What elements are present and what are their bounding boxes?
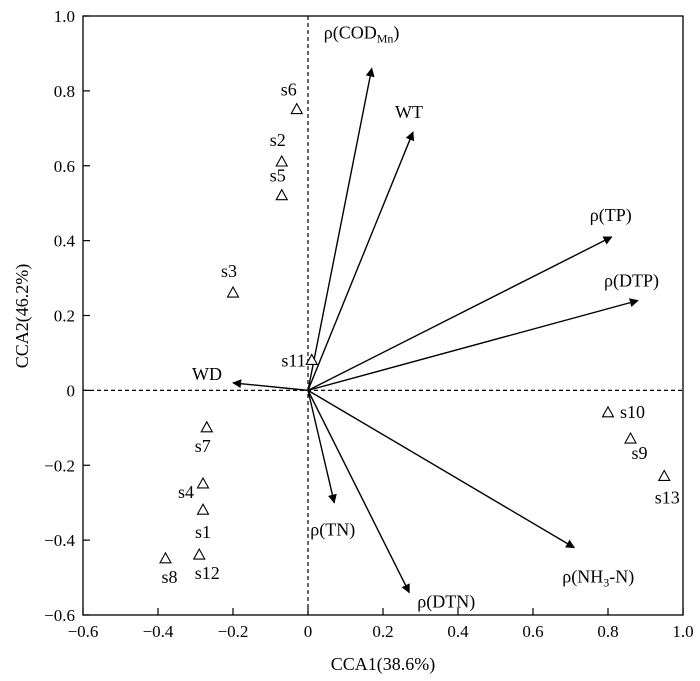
site-label-s6: s6 [281,80,297,100]
y-tick-label-1: −0.4 [44,531,75,550]
site-label-s2: s2 [270,130,286,150]
site-marker-s8 [159,551,172,564]
y-axis-title: CCA2(46.2%) [12,264,33,369]
site-marker-s12 [192,547,206,560]
y-tick-label-3: 0 [67,381,76,400]
vector-arrow-1 [307,131,415,391]
x-tick-label-8: 1.0 [672,622,693,641]
vector-label-main: WT [395,102,423,122]
x-tick-label-6: 0.6 [522,622,543,641]
vector-label-main: ρ(DTN) [417,592,475,613]
vector-label-main: ρ(DTP) [604,271,659,292]
site-label-s9: s9 [631,443,647,463]
site-label-s1: s1 [195,522,211,542]
axis-ticks: −0.6 −0.4 −0.2 0 0.2 0.4 0.6 0.8 1.0 −0.6 −0.4 −0.2… [44,7,693,641]
vector-arrow-2 [307,236,613,391]
x-tick-label-3: 0 [304,622,313,641]
vector-label-sub: 3 [603,576,609,590]
vector-arrow-3 [307,298,639,392]
y-tick-label-2: −0.2 [44,456,75,475]
x-tick-label-7: 0.8 [597,622,618,641]
vector-arrow-5 [307,390,337,504]
x-tick-label-2: −0.2 [218,622,249,641]
y-tick-label-7: 0.8 [54,82,75,101]
vector-label-main: WD [192,364,222,384]
site-label-s8: s8 [161,567,177,587]
y-tick-label-6: 0.6 [54,157,75,176]
site-label-s11: s11 [281,350,305,370]
vector-label-suffix: -N) [609,567,634,588]
plot-frame [82,15,684,616]
site-label-s3: s3 [221,261,237,281]
vector-arrow-6 [307,390,410,594]
vector-label-3: ρ(DTP) [604,271,659,292]
vector-label-main: ρ(NH [562,567,603,588]
vector-label-7: ρ(NH3-N) [562,567,634,590]
y-tick-label-8: 1.0 [54,7,75,26]
vector-label-4: WD [192,364,222,384]
site-label-s4: s4 [178,482,194,502]
site-label-s12: s12 [195,563,220,583]
vector-label-suffix: ) [393,22,399,43]
site-marker-s10 [601,405,615,418]
site-marker-s13 [657,469,671,482]
site-label-s10: s10 [620,402,645,422]
vector-arrow-4 [232,379,309,392]
site-marker-s2 [275,154,289,167]
reference-lines [83,16,683,615]
x-tick-label-0: −0.6 [68,622,99,641]
x-axis-title: CCA1(38.6%) [331,654,436,675]
site-points: s1 s2 s3 s4 s5 s6 s7 s8 s9 s10 s11 s12 s13 [159,80,680,587]
x-tick-label-1: −0.4 [143,622,174,641]
vector-label-main: ρ(TN) [310,520,355,541]
vector-label-0: ρ(CODMn) [324,22,400,45]
site-label-s7: s7 [195,436,211,456]
site-label-s5: s5 [270,166,286,186]
site-marker-s9 [624,431,637,444]
site-marker-s7 [200,420,214,433]
vector-arrow-7 [307,389,576,549]
vector-label-2: ρ(TP) [590,205,632,226]
x-tick-label-4: 0.2 [372,622,393,641]
x-tick-label-5: 0.4 [447,622,469,641]
site-marker-s11 [305,353,319,365]
vector-label-6: ρ(DTN) [417,592,475,613]
vector-label-5: ρ(TN) [310,520,355,541]
y-tick-label-4: 0.2 [54,307,75,326]
vector-label-1: WT [395,102,423,122]
vector-label-main: ρ(COD [324,22,377,43]
site-marker-s6 [290,102,304,115]
site-marker-s5 [275,188,289,201]
vector-arrows: ρ(CODMn) WT ρ(TP) ρ(DTP) WD ρ(TN) ρ(DTN) ρ(NH3-… [192,22,659,612]
vector-label-main: ρ(TP) [590,205,632,226]
site-marker-s3 [226,285,240,298]
site-label-s13: s13 [655,487,680,507]
vector-label-sub: Mn [377,31,394,45]
y-tick-label-5: 0.4 [54,232,76,251]
site-marker-s1 [196,503,210,515]
vector-arrow-0 [307,67,375,391]
y-tick-label-0: −0.6 [44,606,75,625]
site-marker-s4 [196,476,210,489]
